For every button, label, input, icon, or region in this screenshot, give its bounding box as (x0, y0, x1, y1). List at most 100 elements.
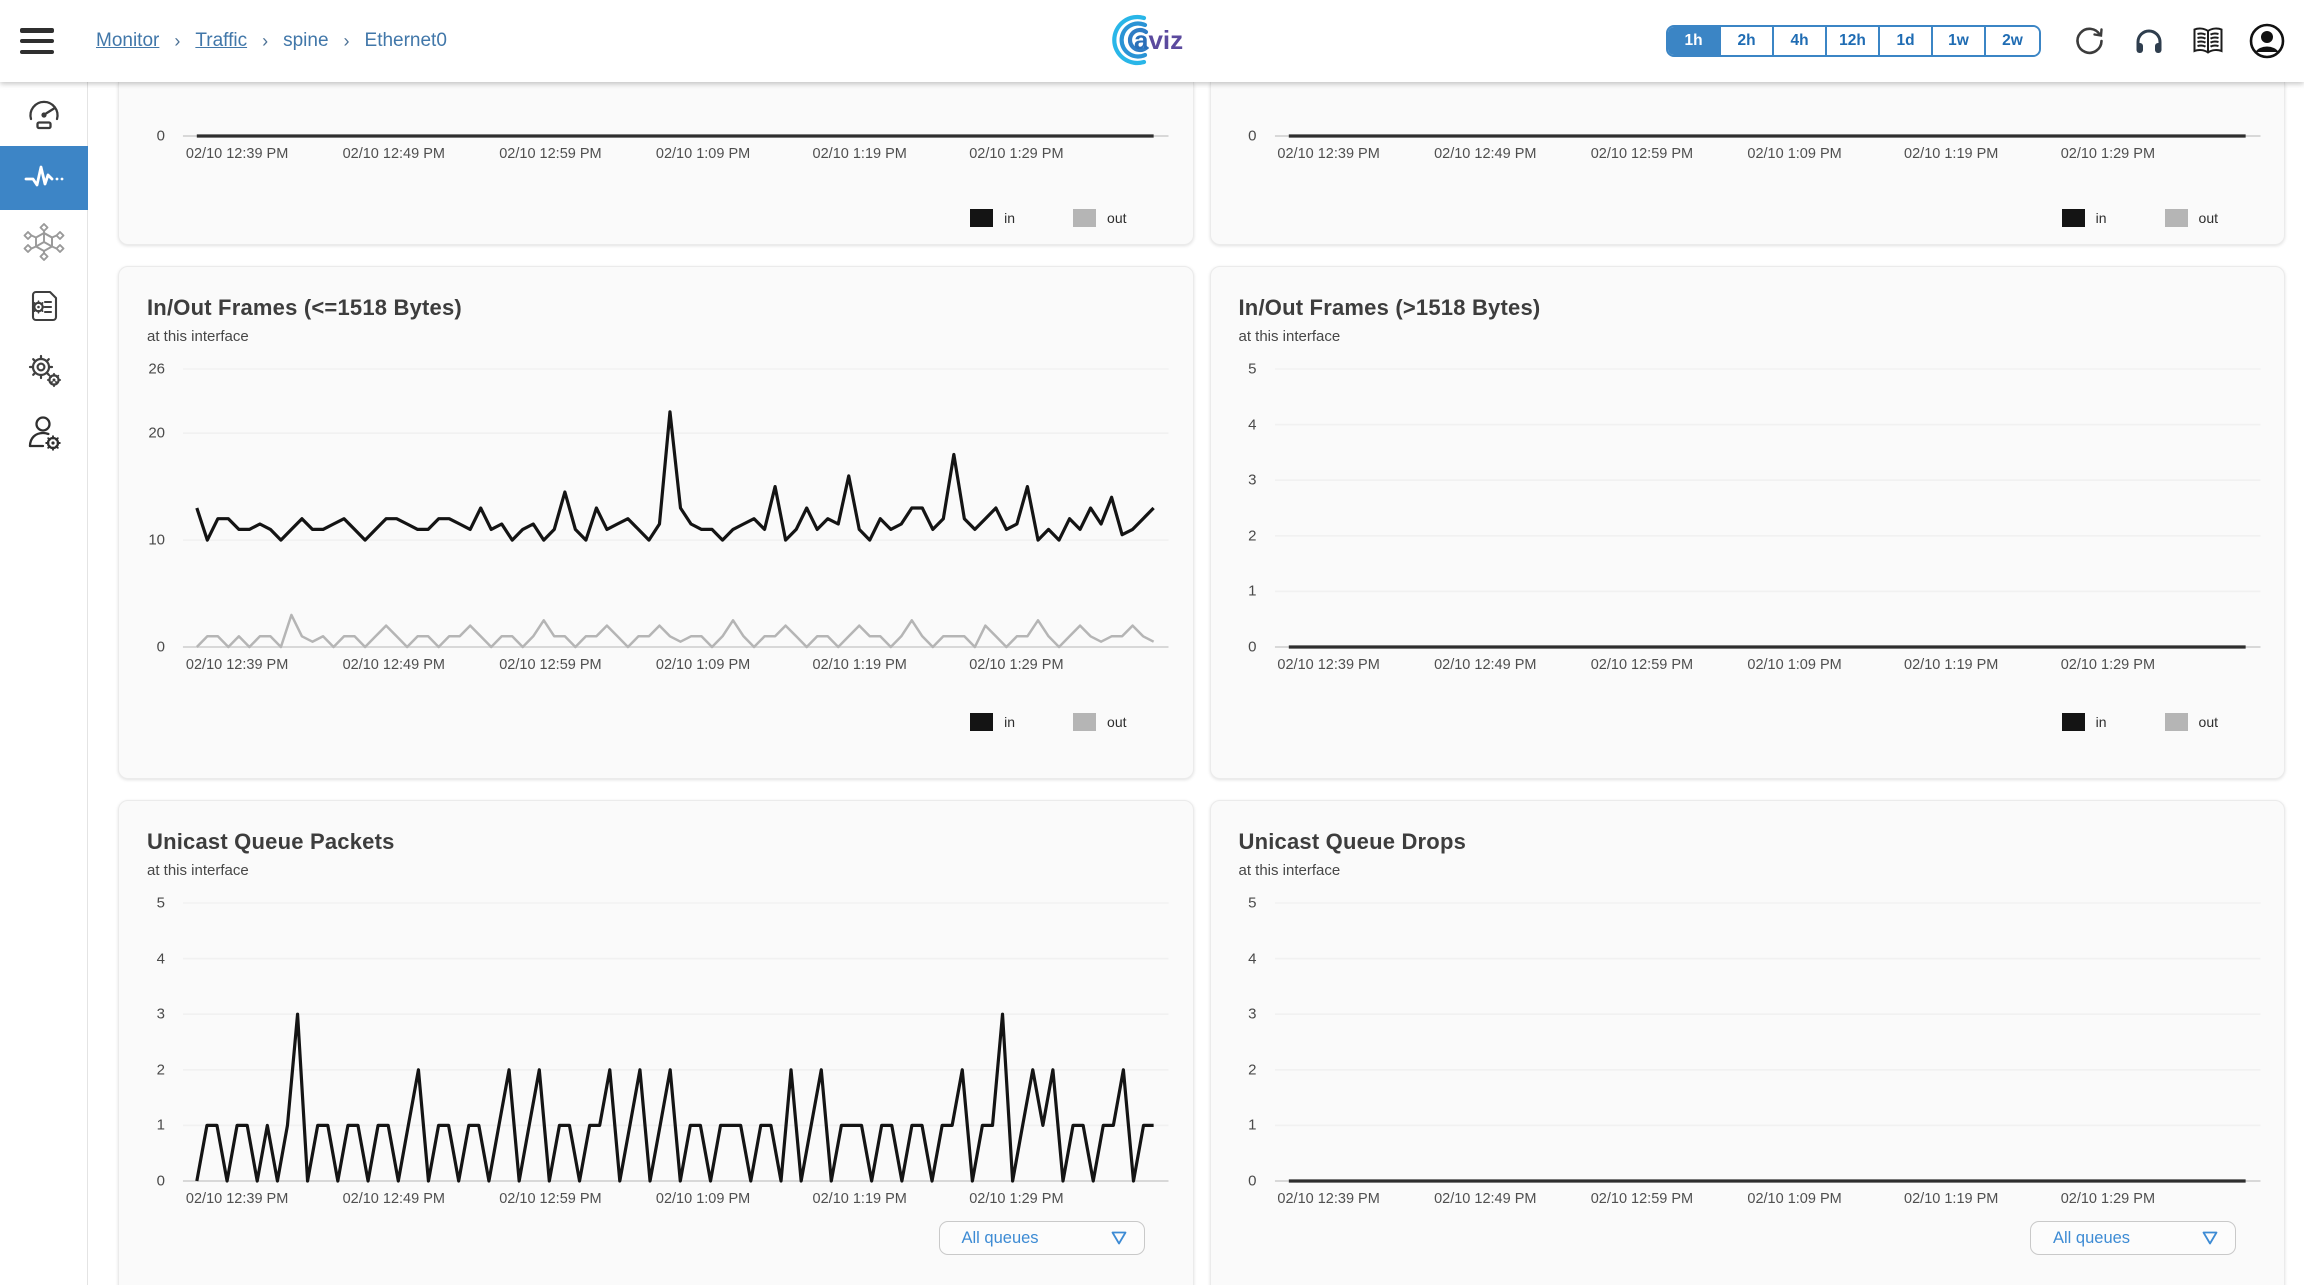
y-axis-tick-label: 0 (1248, 127, 1257, 145)
sidebar-item-health[interactable] (0, 146, 88, 210)
y-axis-tick-label: 4 (1248, 416, 1257, 434)
chevron-down-icon (1111, 1231, 1126, 1245)
breadcrumb: Monitor › Traffic › spine › Ethernet0 (96, 30, 447, 52)
chart-card-unicast-queue-drops: Unicast Queue Drops at this interface 0 1… (1209, 800, 2285, 1285)
x-axis-tick-label: 02/10 12:59 PM (1590, 1191, 1694, 1207)
time-range-2h[interactable]: 2h (1721, 27, 1774, 55)
queue-filter-value: All queues (961, 1228, 1039, 1247)
y-axis-tick-label: 0 (1248, 638, 1257, 656)
x-axis: 02/10 12:39 PM 02/10 12:49 PM 02/10 12:59 … (1269, 146, 2261, 168)
time-range-1w[interactable]: 1w (1933, 27, 1986, 55)
sidebar-item-dashboard[interactable] (0, 82, 88, 146)
legend-label: out (1107, 714, 1127, 730)
svg-text:aviz: aviz (1134, 25, 1183, 55)
x-axis-tick-label: 02/10 12:59 PM (1590, 657, 1694, 673)
queue-filter-dropdown[interactable]: All queues (938, 1221, 1145, 1255)
refresh-icon[interactable] (2071, 22, 2109, 60)
y-axis-tick-label: 5 (156, 894, 165, 912)
sidebar (0, 82, 88, 1285)
x-axis-tick-label: 02/10 1:19 PM (1904, 657, 1999, 673)
time-range-1d[interactable]: 1d (1880, 27, 1933, 55)
card-title: Unicast Queue Drops (1238, 829, 1467, 854)
logo-text-a: a (1134, 25, 1149, 55)
chart-plot-area: 0 1 2 3 4 5 (1211, 361, 2261, 656)
time-range-selector: 1h 2h 4h 12h 1d 1w 2w (1666, 25, 2041, 57)
x-axis-tick-label: 02/10 1:09 PM (655, 1191, 751, 1207)
breadcrumb-separator-icon: › (174, 30, 181, 51)
sidebar-item-topology[interactable] (0, 210, 88, 274)
y-axis-tick-label: 0 (1248, 1172, 1257, 1190)
x-axis-tick-label: 02/10 1:19 PM (1904, 146, 1999, 162)
sidebar-item-admin[interactable] (0, 402, 88, 466)
breadcrumb-spine: spine (283, 30, 329, 51)
x-axis-tick-label: 02/10 12:39 PM (1277, 146, 1380, 162)
chart-plot-area: 0 10 20 26 (119, 361, 1169, 656)
breadcrumb-separator-icon: › (343, 30, 350, 51)
card-title: Unicast Queue Packets (147, 829, 395, 854)
x-axis-tick-label: 02/10 1:29 PM (969, 657, 1064, 673)
legend-label: out (2198, 210, 2218, 226)
legend-label: out (1107, 210, 1127, 226)
chart-legend: in out (1211, 205, 2261, 231)
x-axis-tick-label: 02/10 12:49 PM (342, 146, 445, 162)
chart-legend: in out (119, 205, 1169, 231)
config-document-icon (31, 290, 58, 322)
y-axis-tick-label: 3 (1248, 471, 1257, 489)
breadcrumb-ethernet0: Ethernet0 (364, 30, 447, 51)
legend-swatch (2061, 713, 2085, 731)
legend-label: in (2095, 210, 2107, 226)
x-axis-tick-label: 02/10 1:29 PM (2060, 1191, 2156, 1207)
card-subtitle: at this interface (147, 328, 249, 345)
time-range-4h[interactable]: 4h (1774, 27, 1827, 55)
x-axis-tick-label: 02/10 12:49 PM (342, 1191, 445, 1207)
chart-card-top-right: 0 02/10 12:39 PM 02/10 12:49 PM 02/10 12:5… (1209, 82, 2285, 245)
y-axis-tick-label: 1 (156, 1116, 165, 1134)
legend-item-out: out (1073, 709, 1127, 735)
breadcrumb-traffic[interactable]: Traffic (195, 30, 248, 51)
y-axis-tick-label: 0 (156, 638, 165, 656)
sidebar-item-templates[interactable] (0, 274, 88, 338)
legend-label: out (2198, 714, 2218, 730)
time-range-1h[interactable]: 1h (1668, 27, 1721, 55)
gauge-dashboard-icon (29, 100, 59, 130)
x-axis-tick-label: 02/10 12:59 PM (499, 146, 602, 162)
chart-plot-area: 0 1 2 3 4 5 (1211, 895, 2261, 1190)
account-icon[interactable] (2248, 22, 2286, 60)
documentation-book-icon[interactable] (2189, 22, 2227, 60)
x-axis-tick-label: 02/10 1:19 PM (812, 146, 907, 162)
app-bar: Monitor › Traffic › spine › Ethernet0 av… (0, 0, 2304, 82)
headphones-icon[interactable] (2130, 22, 2168, 60)
legend-label: in (1004, 210, 1016, 226)
breadcrumb-monitor[interactable]: Monitor (96, 30, 160, 51)
legend-label: in (1004, 714, 1016, 730)
y-axis-tick-label: 20 (148, 424, 165, 442)
card-title: In/Out Frames (>1518 Bytes) (1238, 295, 1541, 320)
user-settings-icon (28, 416, 61, 451)
y-axis-tick-label: 4 (1248, 950, 1257, 968)
time-range-2w[interactable]: 2w (1986, 27, 2039, 55)
time-range-12h[interactable]: 12h (1827, 27, 1880, 55)
legend-item-in: in (970, 205, 1015, 231)
activity-waveform-icon (24, 165, 64, 187)
x-axis-tick-label: 02/10 12:49 PM (1434, 1191, 1537, 1207)
x-axis-tick-label: 02/10 1:19 PM (812, 657, 907, 673)
chevron-down-icon (2202, 1231, 2218, 1245)
legend-swatch (2061, 209, 2085, 227)
y-axis-tick-label: 2 (1248, 527, 1257, 545)
x-axis-tick-label: 02/10 12:39 PM (1277, 1191, 1380, 1207)
x-axis-tick-label: 02/10 1:29 PM (2060, 657, 2156, 673)
legend-swatch (1073, 713, 1097, 731)
menu-icon[interactable] (20, 28, 54, 54)
sidebar-item-settings[interactable] (0, 338, 88, 402)
chart-canvas (177, 363, 1169, 653)
x-axis-tick-label: 02/10 1:19 PM (812, 1191, 907, 1207)
y-axis-tick-label: 1 (1248, 1116, 1257, 1134)
card-title: In/Out Frames (<=1518 Bytes) (147, 295, 462, 320)
x-axis-tick-label: 02/10 1:09 PM (655, 657, 751, 673)
x-axis-tick-label: 02/10 1:09 PM (1747, 146, 1842, 162)
y-axis-tick-label: 2 (156, 1061, 165, 1079)
queue-filter-dropdown[interactable]: All queues (2030, 1221, 2236, 1255)
chart-card-frames-le-1518: In/Out Frames (<=1518 Bytes) at this int… (118, 266, 1194, 779)
legend-item-out: out (2164, 709, 2218, 735)
